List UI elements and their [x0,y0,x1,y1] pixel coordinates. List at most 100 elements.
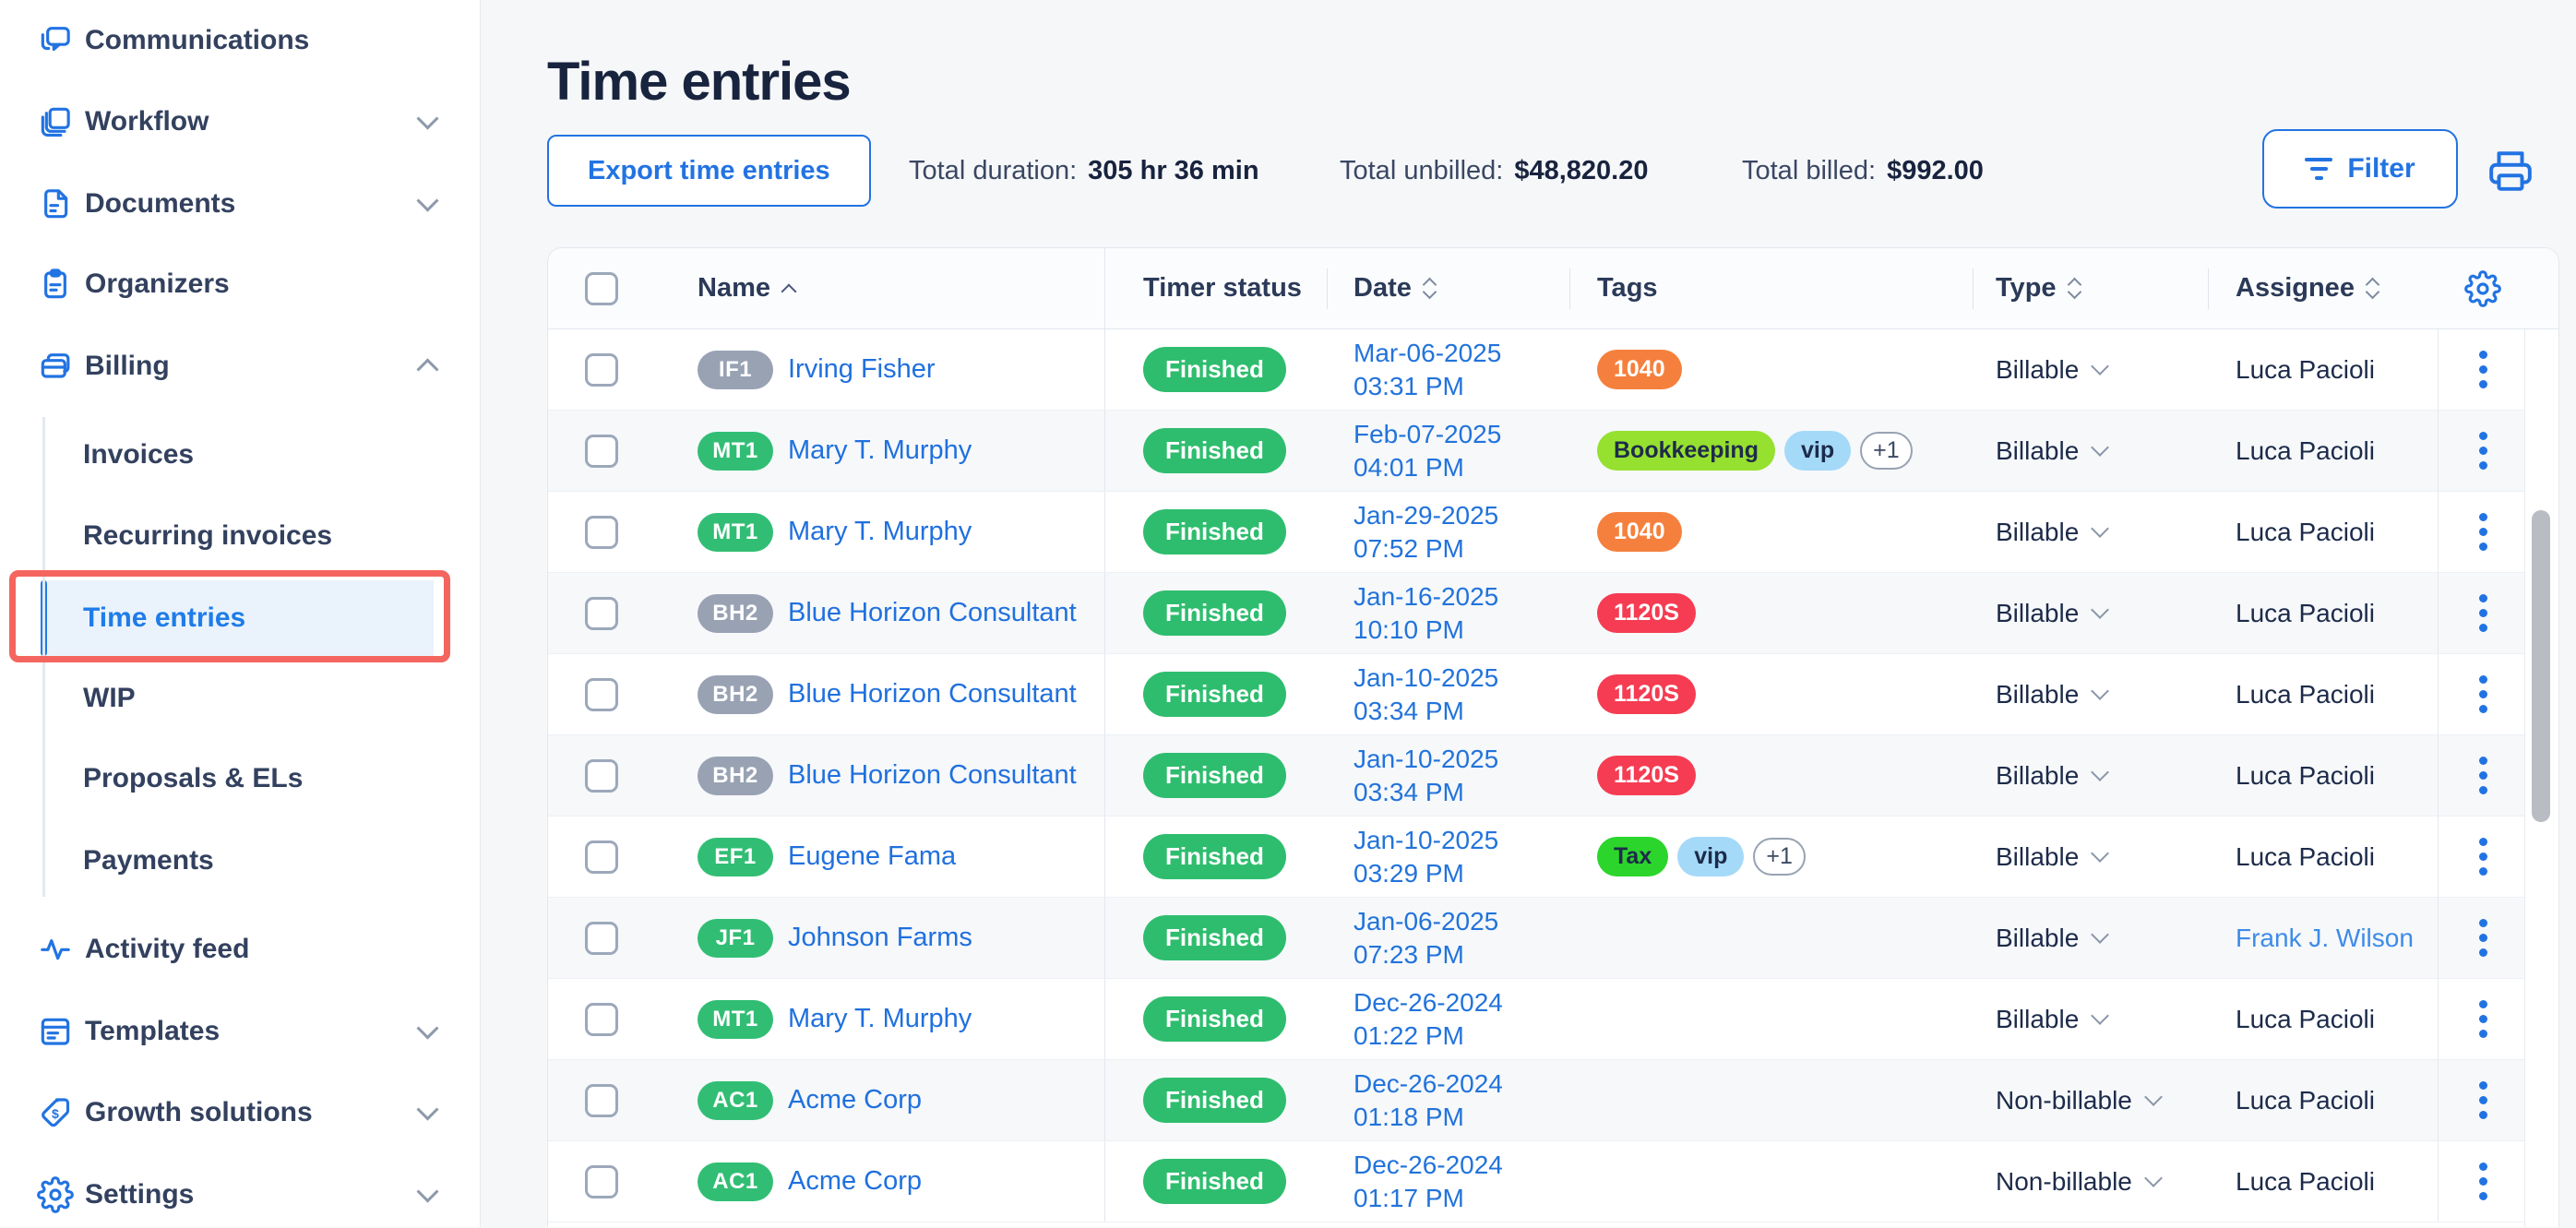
entry-date-link[interactable]: Jan-10-2025 03:34 PM [1354,744,1499,806]
type-select[interactable]: Billable [1973,492,2208,572]
sidebar-item-recurring-invoices[interactable]: Recurring invoices [0,498,480,574]
sidebar-item-label: Communications [85,25,310,55]
tag-pill: 1040 [1597,350,1682,389]
row-menu-button[interactable] [2474,913,2493,962]
sidebar-item-workflow[interactable]: Workflow [0,89,480,155]
entry-date-link[interactable]: Jan-10-2025 03:34 PM [1354,662,1499,725]
client-avatar-chip: EF1 [698,837,773,876]
row-menu-button[interactable] [2474,507,2493,556]
client-avatar-chip: MT1 [698,999,773,1039]
type-select[interactable]: Billable [1973,573,2208,653]
tag-pill: 1120S [1597,756,1696,795]
row-menu-button[interactable] [2474,345,2493,394]
row-menu-button[interactable] [2474,995,2493,1043]
header-checkbox-cell [548,248,684,328]
type-select[interactable]: Billable [1973,654,2208,734]
entry-date-link[interactable]: Jan-06-2025 07:23 PM [1354,906,1499,969]
row-checkbox[interactable] [585,596,618,630]
sidebar-item-activity-feed[interactable]: Activity feed [0,916,480,983]
client-name-link[interactable]: Johnson Farms [788,923,972,952]
print-icon[interactable] [2487,148,2534,194]
client-name-link[interactable]: Mary T. Murphy [788,517,972,546]
sidebar-item-templates[interactable]: Templates [0,998,480,1065]
type-select[interactable]: Billable [1973,817,2208,897]
sidebar-item-settings[interactable]: Settings [0,1162,480,1228]
client-name-link[interactable]: Acme Corp [788,1166,923,1196]
row-checkbox[interactable] [585,434,618,468]
entry-date-link[interactable]: Jan-29-2025 07:52 PM [1354,500,1499,563]
sidebar-item-invoices[interactable]: Invoices [0,417,480,493]
row-checkbox[interactable] [585,1083,618,1117]
entry-date-link[interactable]: Dec-26-2024 01:22 PM [1354,987,1503,1050]
row-checkbox[interactable] [585,921,618,955]
page-title: Time entries [547,51,852,112]
export-time-entries-button[interactable]: Export time entries [547,135,871,207]
vertical-scrollbar-track[interactable] [2524,329,2558,1227]
table-body: IF1 Irving Fisher Finished Mar-06-2025 03:31… [548,329,2558,1222]
filter-button[interactable]: Filter [2262,129,2458,209]
type-select[interactable]: Billable [1973,979,2208,1059]
row-menu-button[interactable] [2474,1157,2493,1206]
entry-date-link[interactable]: Jan-16-2025 10:10 PM [1354,581,1499,644]
timer-status-badge: Finished [1143,590,1286,636]
column-header-date[interactable]: Date [1327,248,1569,328]
chevron-down-icon [416,107,439,130]
row-menu-button[interactable] [2474,589,2493,638]
column-header-assignee[interactable]: Assignee [2208,248,2438,328]
type-select[interactable]: Billable [1973,329,2208,410]
sidebar-item-organizers[interactable]: Organizers [0,251,480,317]
row-menu-button[interactable] [2474,751,2493,800]
client-name-link[interactable]: Eugene Fama [788,841,957,871]
sidebar-item-documents[interactable]: Documents [0,171,480,237]
chat-icon [37,22,74,59]
sidebar-item-time-entries[interactable]: Time entries [41,580,434,656]
entry-date-link[interactable]: Dec-26-2024 01:17 PM [1354,1150,1503,1212]
row-checkbox[interactable] [585,1002,618,1036]
column-header-name[interactable]: Name [684,248,1105,328]
entry-date-link[interactable]: Dec-26-2024 01:18 PM [1354,1068,1503,1131]
row-checkbox[interactable] [585,352,618,387]
type-select[interactable]: Billable [1973,411,2208,491]
row-checkbox[interactable] [585,1164,618,1198]
entry-date-link[interactable]: Jan-10-2025 03:29 PM [1354,825,1499,888]
entry-date-link[interactable]: Mar-06-2025 03:31 PM [1354,338,1502,400]
assignee-link[interactable]: Frank J. Wilson [2236,923,2414,952]
sidebar-item-communications[interactable]: Communications [0,7,480,74]
client-name-link[interactable]: Mary T. Murphy [788,1004,972,1033]
total-billed-label: Total billed: [1742,155,1877,185]
entry-date-link[interactable]: Feb-07-2025 04:01 PM [1354,419,1502,482]
client-name-link[interactable]: Acme Corp [788,1085,923,1115]
sidebar-subitem-label: Recurring invoices [83,520,333,551]
sort-icon [2365,277,2380,300]
client-name-link[interactable]: Blue Horizon Consultant [788,679,1077,709]
client-name-link[interactable]: Irving Fisher [788,354,936,384]
row-menu-button[interactable] [2474,426,2493,475]
row-checkbox[interactable] [585,758,618,793]
type-select[interactable]: Non-billable [1973,1060,2208,1140]
row-checkbox[interactable] [585,840,618,874]
row-menu-button[interactable] [2474,1076,2493,1125]
row-checkbox[interactable] [585,677,618,711]
table-settings-gear-icon[interactable] [2463,269,2501,307]
sidebar-subitem-label: Payments [83,845,214,876]
client-name-link[interactable]: Blue Horizon Consultant [788,760,1077,790]
tag-pill: +1 [1860,432,1913,470]
row-checkbox[interactable] [585,515,618,549]
row-menu-button[interactable] [2474,670,2493,719]
sidebar-item-proposals-els[interactable]: Proposals & ELs [0,741,480,817]
type-select[interactable]: Billable [1973,898,2208,978]
type-select[interactable]: Billable [1973,735,2208,816]
sidebar-item-billing[interactable]: Billing [0,333,480,399]
sidebar-item-payments[interactable]: Payments [0,823,480,899]
select-all-checkbox[interactable] [585,271,618,305]
column-header-type[interactable]: Type [1973,248,2208,328]
type-select[interactable]: Non-billable [1973,1141,2208,1222]
timer-status-badge: Finished [1143,1159,1286,1204]
vertical-scrollbar-thumb[interactable] [2532,510,2550,822]
sidebar-item-growth-solutions[interactable]: $ Growth solutions [0,1079,480,1146]
chevron-down-icon [2091,519,2110,538]
row-menu-button[interactable] [2474,832,2493,881]
client-name-link[interactable]: Blue Horizon Consultant [788,598,1077,627]
sidebar-item-wip[interactable]: WIP [0,661,480,736]
client-name-link[interactable]: Mary T. Murphy [788,435,972,465]
